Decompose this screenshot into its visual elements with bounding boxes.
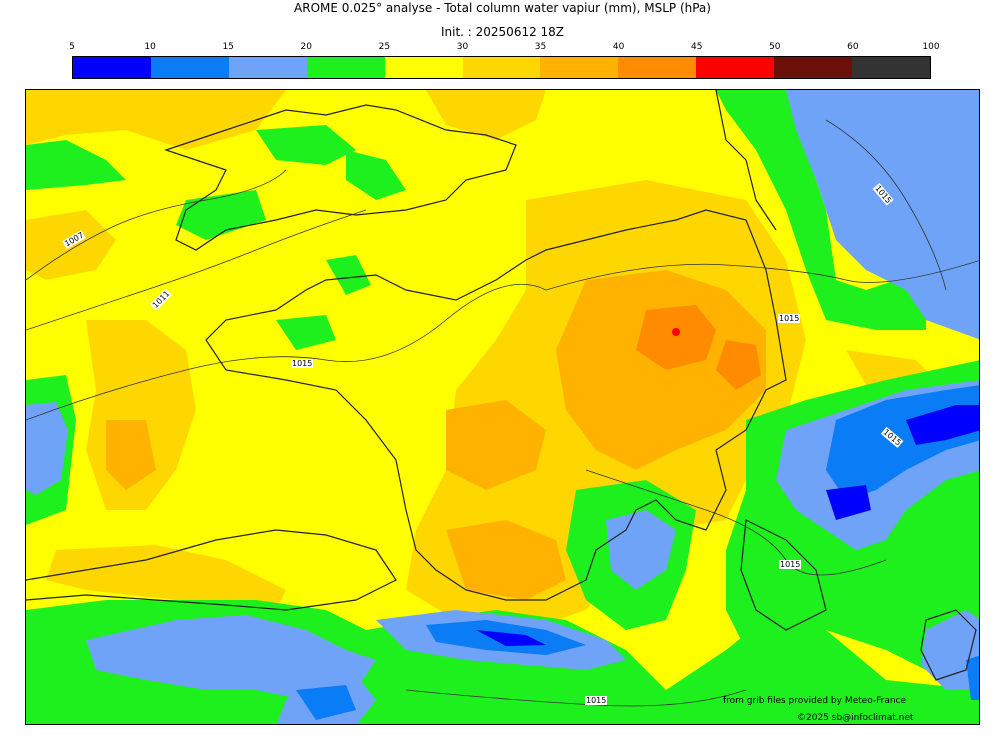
map-canvas: [26, 90, 979, 724]
colorbar-tick-label: 25: [378, 42, 391, 52]
isobar-label: 1015: [291, 359, 314, 368]
colorbar-tick-label: 30: [456, 42, 469, 52]
colorbar-swatch: [384, 57, 463, 78]
colorbar-swatch: [73, 57, 151, 78]
colorbar-tick-label: 5: [69, 42, 75, 52]
colorbar-swatch: [540, 57, 619, 78]
source-credit: from grib files provided by Meteo-France: [723, 696, 907, 706]
colorbar-swatch: [618, 57, 697, 78]
colorbar-swatch: [852, 57, 930, 78]
colorbar-tick-label: 20: [300, 42, 312, 52]
colorbar-swatch: [150, 57, 229, 78]
colorbar-tick-label: 35: [534, 42, 547, 52]
colorbar-tick-label: 10: [144, 42, 156, 52]
colorbar-tick-label: 15: [222, 42, 234, 52]
isobar-label: 1015: [778, 314, 801, 323]
colorbar-swatch: [696, 57, 775, 78]
isobar-label: 1015: [779, 560, 802, 569]
colorbar-swatch: [306, 57, 385, 78]
moisture-orange-areas: [106, 270, 766, 600]
moisture-dark-orange-areas: [636, 305, 761, 390]
colorbar-swatch: [228, 57, 307, 78]
isobars: [26, 119, 979, 707]
map-title: AROME 0.025° analyse - Total column wate…: [294, 1, 711, 15]
moisture-deepblue-areas: [476, 405, 979, 646]
colorbar-tick-label: 100: [922, 42, 940, 52]
colorbar-tick-label: 50: [769, 42, 781, 52]
init-time: Init. : 20250612 18Z: [440, 25, 565, 39]
weather-map: 1007 1011 1015 1015 1015 1015 1015 1015: [25, 89, 980, 725]
colorbar-tick-label: 40: [612, 42, 625, 52]
colorbar: [72, 56, 931, 79]
copyright-credit: ©2025 sb@infoclimat.net: [797, 713, 914, 723]
colorbar-tick-label: 60: [847, 42, 859, 52]
isobar-label: 1015: [585, 696, 608, 705]
colorbar-swatch: [774, 57, 853, 78]
coastlines: [26, 90, 977, 681]
colorbar-tick-label: 45: [690, 42, 703, 52]
colorbar-swatch: [462, 57, 541, 78]
